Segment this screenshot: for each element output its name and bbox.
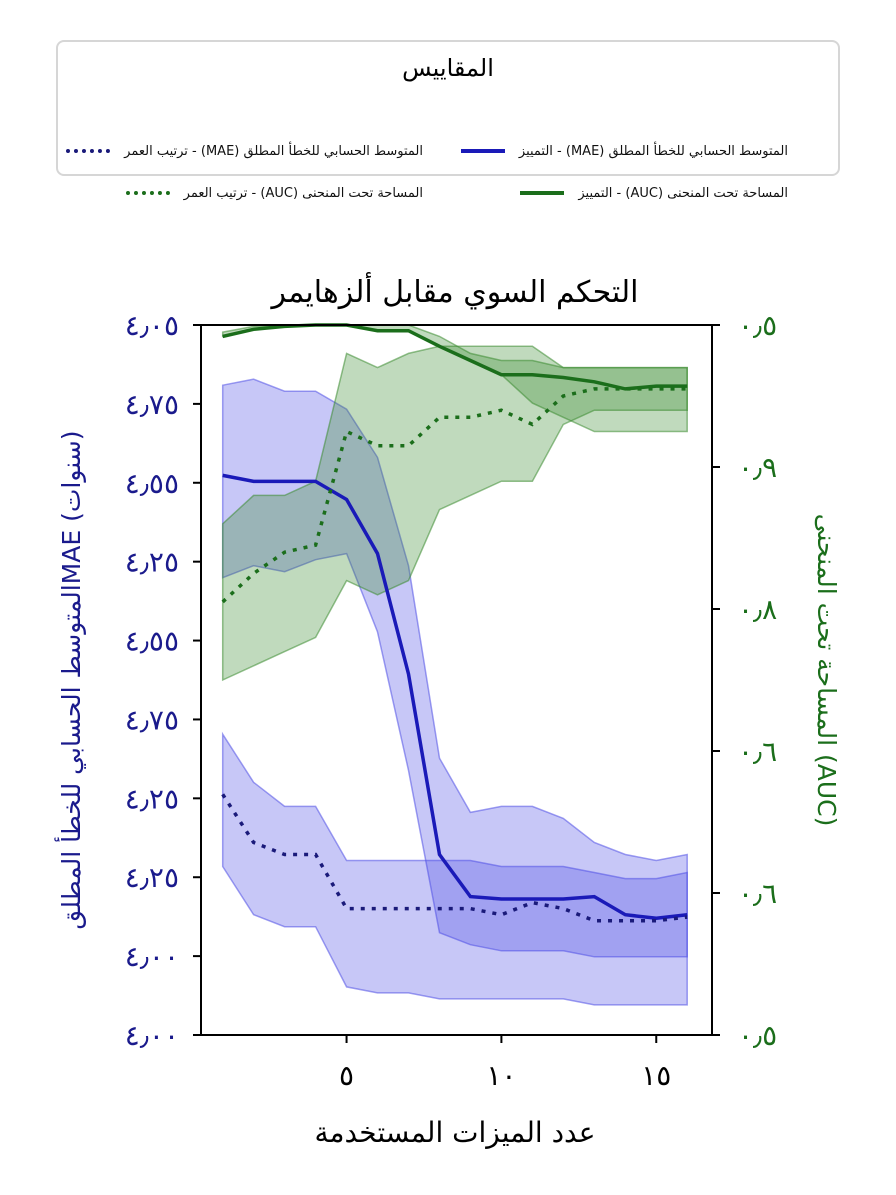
x-tick-label: ١٥ bbox=[641, 1059, 671, 1092]
legend-label: المتوسط الحسابي للخطأ المطلق (MAE) - الت… bbox=[518, 143, 788, 159]
y-left-tick-label: ٤٫٠٠ bbox=[125, 940, 179, 973]
y-right-tick-label: ٠٫٥ bbox=[738, 1019, 777, 1052]
y-left-tick-label: ٤٫٠٥ bbox=[125, 309, 179, 342]
x-tick-label: ٥ bbox=[339, 1059, 354, 1092]
confidence-band-1 bbox=[221, 731, 688, 1006]
legend-swatch-dotted-green bbox=[125, 191, 170, 195]
legend-label: المساحة تحت المنحنى (AUC) - التمييز bbox=[578, 185, 788, 201]
y-right-tick-label: ٠٫٨ bbox=[738, 593, 777, 626]
y-left-tick-label: ٤٫٠٠ bbox=[125, 1019, 179, 1052]
legend-item-mae-discrimination: المتوسط الحسابي للخطأ المطلق (MAE) - الت… bbox=[460, 140, 788, 162]
y-right-tick-label: ٠٫٦ bbox=[738, 877, 777, 910]
chart-title: التحكم السوي مقابل ألزهايمر bbox=[270, 271, 639, 310]
y-right-tick-label: ٠٫٩ bbox=[738, 451, 777, 484]
y-right-tick-label: ٠٫٥ bbox=[738, 309, 777, 342]
series-line-0 bbox=[222, 473, 688, 921]
y-right-tick-label: ٠٫٦ bbox=[738, 735, 777, 768]
y-left-tick-label: ٤٫٢٥ bbox=[125, 546, 179, 579]
y-left-tick-label: ٤٫٧٥ bbox=[125, 388, 179, 421]
plot-frame bbox=[200, 324, 713, 1036]
confidence-band-3 bbox=[221, 345, 688, 682]
y-left-tick-label: ٤٫٥٥ bbox=[125, 467, 179, 500]
y-left-tick-label: ٤٫٥٥ bbox=[125, 625, 179, 658]
x-tick-label: ١٠ bbox=[486, 1059, 516, 1092]
series-line-1 bbox=[221, 793, 688, 923]
legend-swatch-solid-blue bbox=[460, 149, 505, 153]
y-axis-right-label: المساحة تحت المنحنى (AUC) bbox=[812, 514, 841, 827]
y-left-tick-label: ٤٫٢٥ bbox=[125, 782, 179, 815]
y-axis-left-label: المتوسط الحسابي للخطأ المطلقMAE (سنوات) bbox=[53, 430, 86, 929]
legend-label: المتوسط الحسابي للخطأ المطلق (MAE) - ترت… bbox=[124, 143, 423, 159]
legend-swatch-dotted-blue bbox=[66, 149, 111, 153]
y-left-tick-label: ٤٫٢٥ bbox=[125, 861, 179, 894]
x-axis-label: عدد الميزات المستخدمة bbox=[315, 1116, 596, 1149]
legend-item-auc-discrimination: المساحة تحت المنحنى (AUC) - التمييز bbox=[520, 182, 788, 204]
y-left-tick-label: ٤٫٧٥ bbox=[125, 703, 179, 736]
legend-item-auc-age-rank: المساحة تحت المنحنى (AUC) - ترتيب العمر bbox=[125, 182, 423, 204]
confidence-band-0 bbox=[221, 378, 688, 958]
legend-label: المساحة تحت المنحنى (AUC) - ترتيب العمر bbox=[183, 185, 423, 201]
legend-swatch-solid-green bbox=[520, 191, 565, 195]
legend-title: المقاييس bbox=[402, 54, 494, 82]
legend: المقاييس المتوسط الحسابي للخطأ المطلق (M… bbox=[56, 40, 840, 201]
legend-item-mae-age-rank: المتوسط الحسابي للخطأ المطلق (MAE) - ترت… bbox=[66, 140, 423, 162]
